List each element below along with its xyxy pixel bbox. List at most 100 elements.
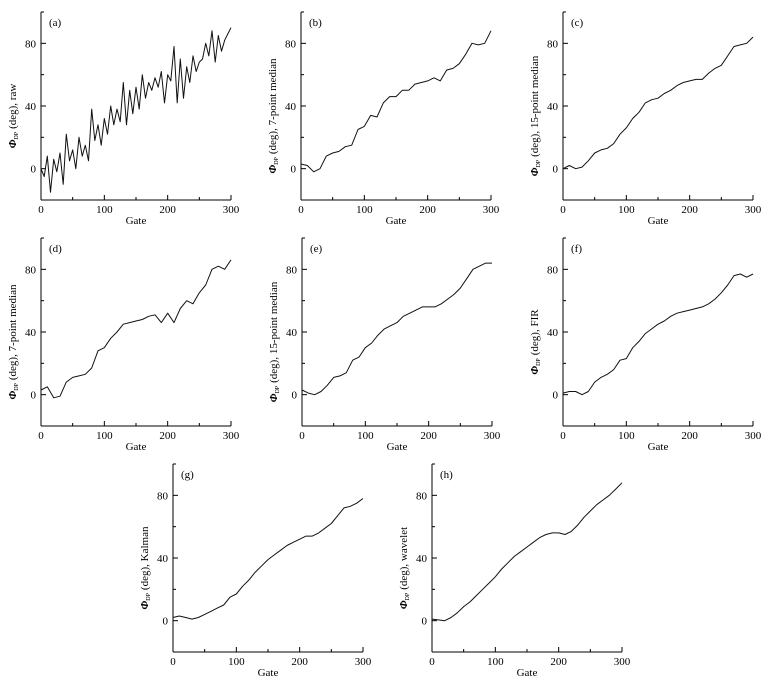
panel-label: (e) [310, 243, 323, 255]
panel-label: (d) [49, 243, 62, 255]
subscript-dp: DP [405, 592, 411, 600]
phi-symbol: Φ [529, 167, 541, 176]
ylabel-text: (deg), 7-point median [7, 284, 19, 380]
y-tick-label: 40 [157, 553, 169, 565]
x-tick-label: 100 [357, 430, 374, 442]
data-line [562, 36, 754, 170]
x-tick-label: 200 [681, 430, 698, 442]
ylabel-text: (deg), wavelet [398, 527, 410, 590]
subscript-dp: DP [274, 156, 280, 164]
panel-h: 0 100 200 300 0 40 80 Gate (h) ΦDP (deg), wavelet [398, 463, 631, 679]
data-line [300, 30, 492, 173]
subscript-dp: DP [146, 592, 152, 600]
data-line [301, 262, 492, 396]
ylabel-text: (deg), 15-point median [268, 281, 280, 383]
panel-f: 0 100 200 300 0 40 80 Gate (f) ΦDP (deg), FIR [529, 237, 762, 453]
phi-symbol: Φ [7, 390, 19, 399]
data-line [562, 273, 754, 396]
y-axis-label: ΦDP (deg), 7-point median [267, 58, 280, 173]
y-tick-label: 40 [547, 327, 559, 339]
x-tick-label: 100 [96, 204, 113, 216]
panel-label: (a) [49, 17, 62, 29]
data-line [40, 27, 232, 193]
phi-symbol: Φ [139, 600, 151, 609]
y-tick-label: 40 [285, 101, 297, 113]
panel-label: (f) [571, 243, 582, 255]
y-tick-label: 40 [25, 327, 37, 339]
x-axis-label: Gate [387, 441, 408, 453]
subscript-dp: DP [14, 131, 20, 139]
y-tick-label: 80 [286, 264, 298, 276]
x-axis-label: Gate [648, 441, 669, 453]
ylabel-text: (deg), 15-point median [529, 55, 541, 157]
x-tick-label: 0 [560, 430, 566, 442]
subscript-dp: DP [275, 385, 281, 393]
x-tick-label: 300 [745, 204, 762, 216]
x-tick-label: 0 [560, 204, 566, 216]
y-tick-label: 80 [547, 38, 559, 50]
x-tick-label: 100 [356, 204, 373, 216]
y-tick-label: 80 [547, 264, 559, 276]
phi-symbol: Φ [529, 366, 541, 375]
y-tick-label: 0 [31, 390, 37, 402]
y-axis-label: ΦDP (deg), Kalman [139, 526, 152, 609]
panel-e: 0 100 200 300 0 40 80 Gate (e) ΦDP (deg), 15-point… [268, 237, 501, 453]
panel-label: (c) [571, 17, 584, 29]
x-tick-label: 200 [159, 430, 176, 442]
y-axis-label: ΦDP (deg), 7-point median [7, 284, 20, 399]
panel-label: (b) [309, 17, 322, 29]
x-tick-label: 300 [355, 656, 372, 668]
x-tick-label: 0 [38, 204, 44, 216]
x-tick-label: 200 [159, 204, 176, 216]
x-axis-label: Gate [126, 215, 147, 227]
subscript-dp: DP [536, 358, 542, 366]
y-tick-label: 80 [157, 490, 169, 502]
y-tick-label: 40 [25, 101, 37, 113]
data-line [172, 498, 364, 620]
panel-g: 0 100 200 300 0 40 80 Gate (g) ΦDP (deg), Kalman [139, 463, 372, 679]
x-tick-label: 0 [429, 656, 435, 668]
panel-label: (g) [181, 469, 194, 481]
x-tick-label: 0 [38, 430, 44, 442]
panel-a: 0 100 200 300 0 40 80 Gate (a) ΦDP (deg), raw [7, 11, 240, 227]
y-tick-label: 0 [291, 164, 297, 176]
panel-d: 0 100 200 300 0 40 80 Gate (d) ΦDP (deg), 7-point … [7, 237, 240, 453]
x-axis-label: Gate [126, 441, 147, 453]
subscript-dp: DP [536, 159, 542, 167]
x-axis-label: Gate [386, 215, 407, 227]
x-tick-label: 300 [745, 430, 762, 442]
x-tick-label: 100 [487, 656, 504, 668]
y-tick-label: 0 [292, 390, 298, 402]
x-tick-label: 300 [223, 204, 240, 216]
y-tick-label: 0 [163, 616, 169, 628]
x-tick-label: 200 [681, 204, 698, 216]
y-tick-label: 80 [416, 490, 428, 502]
y-tick-label: 80 [285, 38, 297, 50]
ylabel-text: (deg), 7-point median [267, 58, 279, 154]
panel-b: 0 100 200 300 0 40 80 Gate (b) ΦDP (deg), 7-point … [267, 11, 500, 227]
x-tick-label: 300 [614, 656, 631, 668]
phi-symbol: Φ [268, 393, 280, 402]
phi-symbol: Φ [7, 139, 19, 148]
ylabel-text: (deg), raw [7, 84, 19, 129]
x-tick-label: 0 [170, 656, 176, 668]
panel-label: (h) [440, 469, 453, 481]
phi-symbol: Φ [267, 164, 279, 173]
phi-symbol: Φ [398, 600, 410, 609]
x-tick-label: 100 [618, 204, 635, 216]
data-line [40, 259, 232, 399]
y-axis-label: ΦDP (deg), FIR [529, 309, 542, 375]
x-tick-label: 100 [228, 656, 245, 668]
panel-c: 0 100 200 300 0 40 80 Gate (c) ΦDP (deg), 15-point… [529, 11, 762, 227]
y-tick-label: 40 [547, 101, 559, 113]
x-tick-label: 100 [618, 430, 635, 442]
x-tick-label: 200 [291, 656, 308, 668]
x-tick-label: 0 [298, 204, 304, 216]
y-tick-label: 40 [286, 327, 298, 339]
y-tick-label: 0 [31, 164, 37, 176]
x-axis-label: Gate [517, 667, 538, 679]
x-tick-label: 200 [419, 204, 436, 216]
y-tick-label: 40 [416, 553, 428, 565]
